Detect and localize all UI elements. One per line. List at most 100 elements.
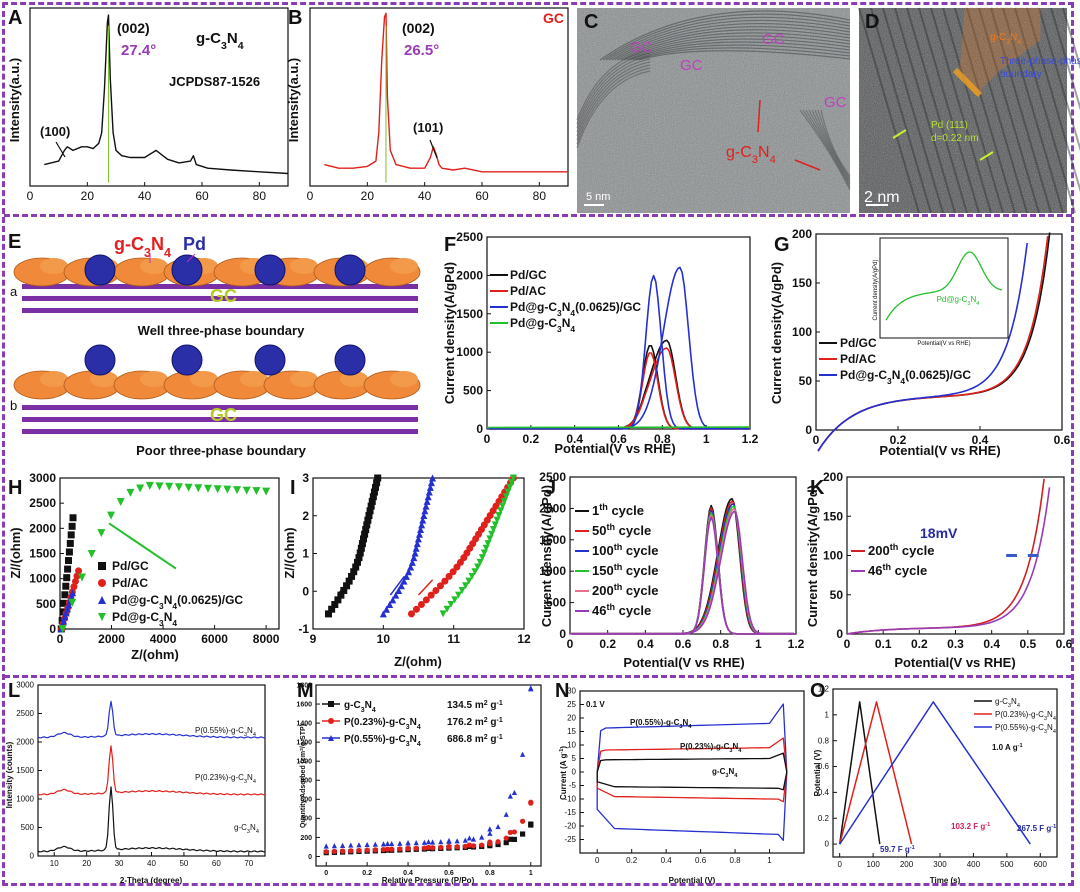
data-point [487,839,493,845]
x-tick-label: 0.6 [610,432,627,446]
data-point-pd-gc [367,502,375,510]
y-tick-label: 2500 [456,230,483,244]
data-point-pd-gc [362,526,370,534]
y-tick-label: -1 [298,622,309,636]
x-tick-label: 80 [533,189,547,203]
gc-layer [22,429,418,434]
panel-letter-K: K [810,477,825,499]
data-point [380,846,387,853]
arrow [108,522,177,570]
data-point-pd-g-c3n4-gc [408,558,416,566]
series-pd-gc [487,339,748,430]
y-tick-label: 200 [300,835,312,842]
plot-frame [309,7,569,187]
callout-line [186,253,196,263]
lattice-fringe [870,7,932,214]
y-axis-label: Intensity(a.u.) [286,58,301,143]
x-tick-label: 100 [866,860,880,869]
data-point [503,835,509,841]
fringe [602,13,851,61]
arrow [337,575,353,596]
legend-entry: P(0.55%)-g-C3N4 [344,734,421,748]
panel-letter-D: D [865,11,879,33]
fringe [576,49,651,121]
gc-layer [22,308,418,313]
fringe [599,10,851,61]
x-tick-label: 0.5 [1019,637,1036,651]
data-point-pd-g-c3n4 [476,558,484,566]
data-point-pd-g-c3n4 [447,601,455,609]
data-point-pd-g-c3n4-gc [421,507,429,515]
panel-letter-A: A [8,7,22,29]
peak-value: 27.4° [121,42,156,59]
gc-label: GC [762,31,785,48]
gc-layer [22,284,418,289]
plot-frame [832,688,1058,858]
data-point-pd-g-c3n4 [145,481,154,490]
data-point-pd-gc [68,522,76,530]
data-point-pd-g-c3n4-gc [63,605,71,613]
x-tick-label: 0.8 [485,870,495,877]
lattice-fringe [882,7,944,214]
legend-marker [328,735,334,741]
fringe [817,109,851,179]
y-tick-label: 0.6 [818,762,830,771]
capacitance-label: 267.5 F g-1 [1017,824,1056,833]
data-point [446,843,452,850]
data-point-pd-ac [449,568,457,576]
data-point-pd-gc [340,586,348,594]
data-point-pd-gc [360,535,368,543]
x-tick-label: 0 [484,432,491,446]
g-c3n4-sheet [290,258,318,274]
y-tick-label: 2500 [29,496,56,510]
data-point-pd-gc [361,530,369,538]
x-tick-label: 80 [253,189,267,203]
poor-boundary-caption: Poor three-phase boundary [136,443,307,458]
x-tick-label: 8000 [253,632,280,646]
fringe [617,29,851,61]
data-point-pd-gc [328,605,336,613]
x-tick-label: 20 [82,859,91,868]
data-point [487,830,493,836]
series-label: P(0.55%)-g-C3N4 [630,718,692,730]
panel-letter-O: O [810,680,826,702]
fringe [576,67,651,145]
x-tick-label: 4000 [150,632,177,646]
g-c3n4-label: g-C3N4 [990,32,1021,46]
data-point-pd-g-c3n4-gc [61,613,69,621]
x-tick-label: 0 [324,870,328,877]
data-point-pd-g-c3n4-gc [62,609,70,617]
data-point [339,848,346,854]
peak-100-label: (100) [40,124,70,139]
data-point [425,844,432,851]
y-tick-label: 500 [21,823,35,832]
y-axis-label: Current (A g-1) [559,746,568,800]
data-point [470,836,477,842]
data-point-pd-g-c3n4 [68,598,77,607]
data-point-pd-gc [63,574,71,582]
data-point [384,846,391,852]
data-point [438,839,444,845]
panel-letter-M: M [297,680,314,702]
data-point [323,849,329,855]
data-point-pd-g-c3n4-gc [400,577,408,585]
y-tick-label: 1.2 [818,685,830,694]
fringe [814,109,851,181]
y-tick-label: 1500 [539,533,566,547]
data-point-pd-g-c3n4-gc [414,535,422,543]
lattice-fringe [1014,7,1076,214]
legend-entry: 46th cycle [592,602,651,618]
series-pd-g-c3n4-gc [817,242,1028,452]
data-point-pd-gc [65,557,73,565]
y-axis-label: Current density(A/gPd) [769,262,784,404]
data-point-pd-ac [422,596,430,604]
legend-entry: Pd@g-C3N4(0.0625)/GC [840,368,971,386]
x-tick-label: 6000 [201,632,228,646]
pd-particle [84,254,116,286]
data-point-pd-g-c3n4 [223,485,232,494]
data-point [511,789,518,796]
data-point-pd-ac [75,567,83,575]
lattice-fringe [1050,7,1080,111]
x-tick-label: 60 [195,189,209,203]
